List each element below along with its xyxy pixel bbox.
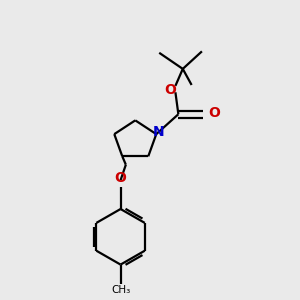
Text: O: O <box>208 106 220 120</box>
Text: O: O <box>115 171 127 185</box>
Text: CH₃: CH₃ <box>111 285 130 295</box>
Text: O: O <box>164 83 176 97</box>
Text: N: N <box>153 125 164 139</box>
